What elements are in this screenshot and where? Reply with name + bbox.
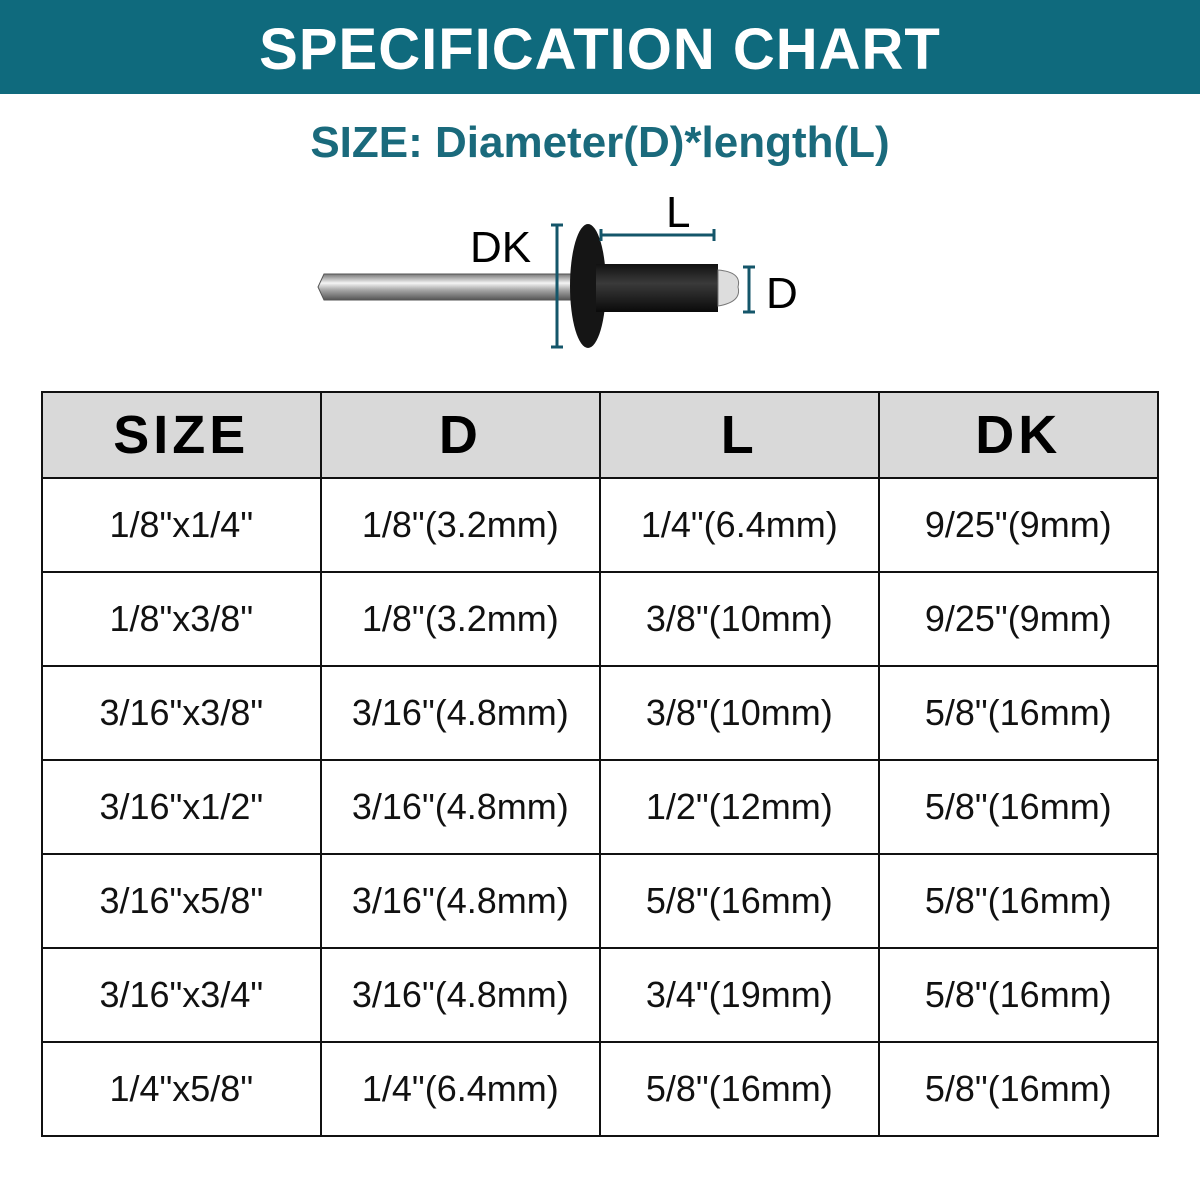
table-row: 1/8"x3/8" 1/8"(3.2mm) 3/8"(10mm) 9/25"(9mm) (41, 571, 1160, 667)
cell-dk: 5/8"(16mm) (877, 1041, 1160, 1137)
cell-l: 3/8"(10mm) (599, 665, 880, 761)
cell-dk: 9/25"(9mm) (877, 571, 1160, 667)
dimension-lines (551, 223, 755, 349)
l-label: L (666, 190, 690, 237)
banner-title: SPECIFICATION CHART (0, 0, 1200, 94)
cell-l: 3/4"(19mm) (599, 947, 880, 1043)
cell-size: 3/16"x3/4" (41, 947, 322, 1043)
table-row: 3/16"x3/8" 3/16"(4.8mm) 3/8"(10mm) 5/8"(16m… (41, 665, 1160, 761)
dk-label: DK (470, 223, 531, 272)
cell-size: 3/16"x1/2" (41, 759, 322, 855)
cell-dk: 9/25"(9mm) (877, 477, 1160, 573)
cell-l: 3/8"(10mm) (599, 571, 880, 667)
cell-d: 3/16"(4.8mm) (319, 947, 602, 1043)
cell-dk: 5/8"(16mm) (877, 853, 1160, 949)
cell-size: 1/8"x1/4" (41, 477, 322, 573)
cell-l: 5/8"(16mm) (599, 1041, 880, 1137)
cell-dk: 5/8"(16mm) (877, 665, 1160, 761)
table-row: 3/16"x1/2" 3/16"(4.8mm) 1/2"(12mm) 5/8"(16m… (41, 759, 1160, 855)
cell-l: 5/8"(16mm) (599, 853, 880, 949)
cell-dk: 5/8"(16mm) (877, 759, 1160, 855)
table-row: 3/16"x5/8" 3/16"(4.8mm) 5/8"(16mm) 5/8"(16m… (41, 853, 1160, 949)
table-row: 1/4"x5/8" 1/4"(6.4mm) 5/8"(16mm) 5/8"(16mm) (41, 1041, 1160, 1137)
size-subtitle: SIZE: Diameter(D)*length(L) (310, 118, 890, 167)
cell-size: 1/8"x3/8" (41, 571, 322, 667)
header-size: SIZE (41, 391, 322, 479)
header-d: D (319, 391, 602, 479)
cell-d: 3/16"(4.8mm) (319, 759, 602, 855)
rivet-diagram: DK L D (317, 190, 798, 349)
table-row: 1/8"x1/4" 1/8"(3.2mm) 1/4"(6.4mm) 9/25"(9mm… (41, 477, 1160, 573)
cell-l: 1/2"(12mm) (599, 759, 880, 855)
header-dk: DK (877, 391, 1160, 479)
rivet-icon (317, 224, 740, 348)
d-label: D (766, 269, 798, 318)
spec-table: SIZE D L DK 1/8"x1/4" 1/8"(3.2mm) 1/4"(6.4… (41, 391, 1160, 1137)
header-l: L (599, 391, 880, 479)
cell-size: 3/16"x5/8" (41, 853, 322, 949)
cell-d: 3/16"(4.8mm) (319, 665, 602, 761)
cell-d: 3/16"(4.8mm) (319, 853, 602, 949)
cell-size: 1/4"x5/8" (41, 1041, 322, 1137)
cell-l: 1/4"(6.4mm) (599, 477, 880, 573)
cell-dk: 5/8"(16mm) (877, 947, 1160, 1043)
cell-d: 1/4"(6.4mm) (319, 1041, 602, 1137)
cell-d: 1/8"(3.2mm) (319, 477, 602, 573)
header-row: SIZE D L DK (41, 391, 1160, 479)
table-row: 3/16"x3/4" 3/16"(4.8mm) 3/4"(19mm) 5/8"(16m… (41, 947, 1160, 1043)
cell-d: 1/8"(3.2mm) (319, 571, 602, 667)
cell-size: 3/16"x3/8" (41, 665, 322, 761)
